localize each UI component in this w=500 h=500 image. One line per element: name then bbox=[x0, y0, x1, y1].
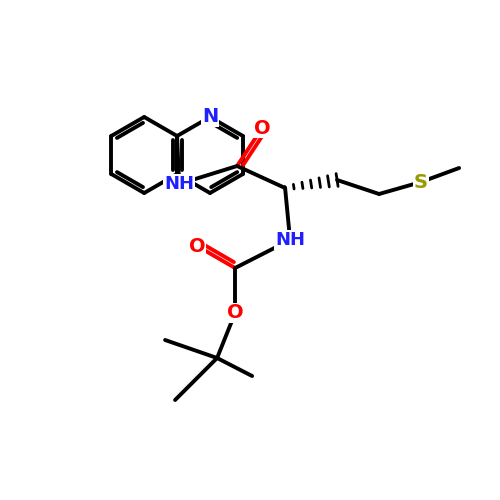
Text: O: O bbox=[254, 118, 270, 138]
Text: O: O bbox=[227, 304, 244, 322]
Text: N: N bbox=[202, 108, 218, 126]
Text: NH: NH bbox=[164, 175, 194, 193]
Text: O: O bbox=[189, 236, 206, 256]
Text: NH: NH bbox=[275, 231, 305, 249]
Text: S: S bbox=[414, 172, 428, 192]
